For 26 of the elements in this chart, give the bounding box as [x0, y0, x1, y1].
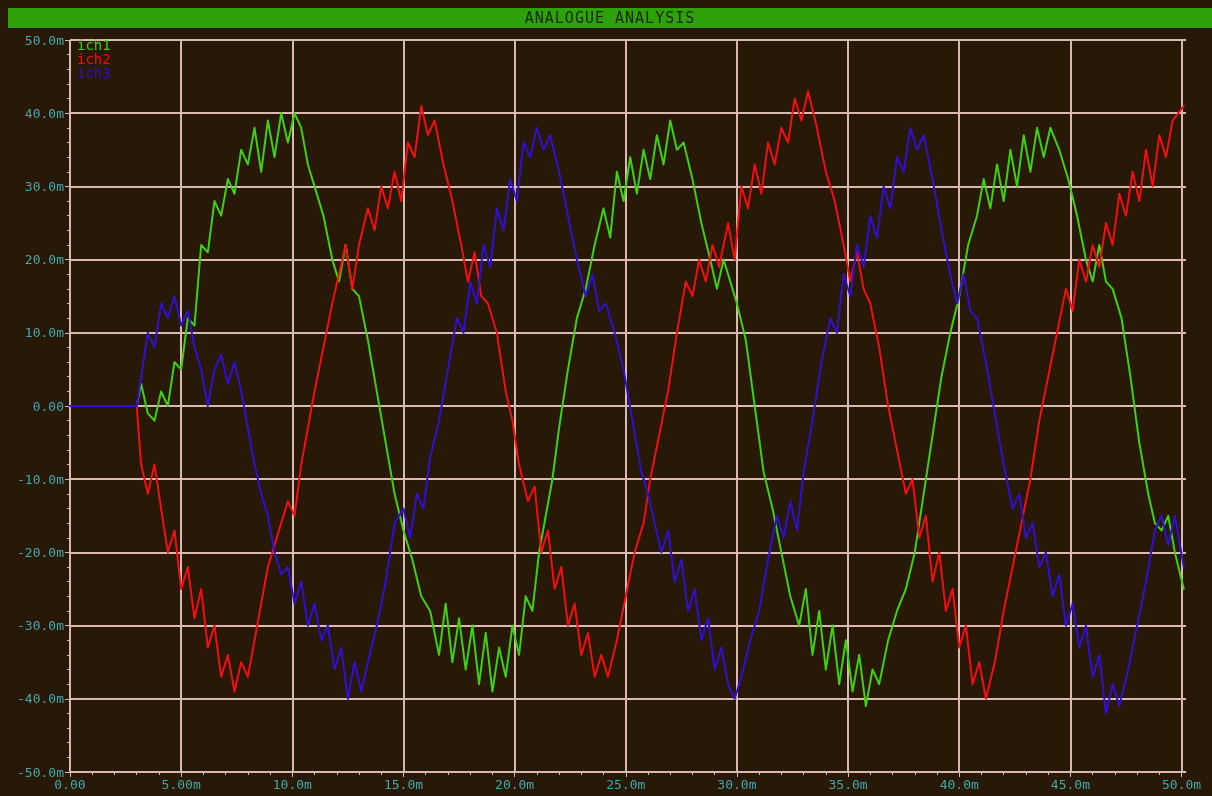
y-tick-label: 30.0m	[24, 178, 65, 194]
chart-title: ANALOGUE ANALYSIS	[8, 8, 1212, 28]
x-tick-label: 40.0m	[939, 777, 979, 792]
y-tick-label: -40.0m	[17, 691, 65, 707]
y-tick-label: 40.0m	[24, 105, 65, 121]
x-tick-label: 10.0m	[272, 777, 313, 792]
x-tick-label: 25.0m	[606, 777, 646, 792]
y-tick-label: 20.0m	[24, 252, 65, 268]
y-tick-label: -50.0m	[17, 764, 65, 780]
text: ich2	[77, 51, 111, 67]
text: ich1	[77, 37, 111, 53]
y-tick-label: -10.0m	[17, 471, 65, 487]
x-tick-label: 20.0m	[495, 777, 535, 792]
x-tick-label: 15.0m	[383, 777, 424, 792]
y-tick-label: 0.00	[32, 398, 64, 414]
y-tick-label: -20.0m	[17, 544, 65, 560]
x-tick-label: 50.0m	[1161, 777, 1202, 792]
y-tick-label: 10.0m	[24, 325, 65, 341]
x-tick-label: 30.0m	[717, 777, 757, 792]
y-tick-label: 50.0m	[24, 32, 65, 48]
text: ich3	[77, 65, 111, 81]
x-tick-label: 35.0m	[828, 777, 868, 792]
x-tick-label: 45.0m	[1050, 777, 1091, 792]
x-tick-label: 0.00	[54, 777, 86, 792]
x-tick-label: 5.00m	[161, 777, 201, 792]
y-tick-label: -30.0m	[17, 618, 65, 634]
